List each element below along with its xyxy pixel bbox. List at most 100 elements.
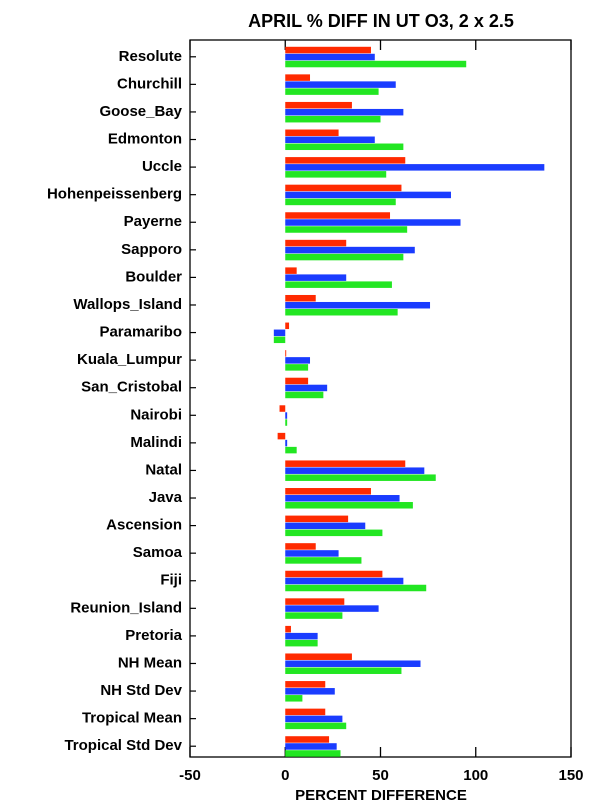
bar bbox=[273, 329, 286, 337]
bar bbox=[285, 164, 545, 171]
x-tick-label: 100 bbox=[463, 767, 488, 784]
bar bbox=[285, 419, 288, 426]
bar bbox=[285, 467, 425, 474]
bar bbox=[285, 708, 326, 716]
bar bbox=[285, 364, 309, 371]
bar bbox=[285, 625, 291, 633]
x-tick-label: 0 bbox=[281, 767, 289, 784]
y-tick-label: Java bbox=[149, 489, 183, 506]
y-tick-label: Hohenpeissenberg bbox=[47, 186, 182, 203]
bar bbox=[285, 143, 404, 151]
bar bbox=[285, 750, 341, 757]
bar bbox=[285, 74, 311, 81]
y-tick-label: San_Cristobal bbox=[81, 379, 182, 396]
bar bbox=[285, 474, 436, 481]
bar bbox=[279, 405, 286, 412]
bar bbox=[285, 557, 362, 564]
y-tick-label: Fiji bbox=[160, 572, 182, 589]
bar bbox=[285, 653, 352, 660]
bar bbox=[285, 198, 396, 206]
bar bbox=[285, 570, 383, 578]
bar bbox=[277, 432, 286, 440]
bar bbox=[285, 53, 375, 61]
bar bbox=[285, 322, 290, 330]
bar bbox=[273, 336, 286, 344]
bar bbox=[285, 88, 379, 95]
y-tick-label: Paramaribo bbox=[99, 324, 182, 341]
x-tick-label: 150 bbox=[558, 767, 583, 784]
y-tick-label: Malindi bbox=[130, 434, 182, 451]
y-tick-label: NH Std Dev bbox=[100, 682, 182, 699]
y-tick-label: Wallops_Island bbox=[73, 296, 182, 313]
chart-title: APRIL % DIFF IN UT O3, 2 x 2.5 bbox=[248, 11, 514, 31]
bar bbox=[285, 184, 402, 192]
y-tick-label: Churchill bbox=[117, 75, 182, 92]
y-tick-label: Samoa bbox=[133, 544, 183, 561]
y-tick-label: Tropical Mean bbox=[82, 710, 182, 727]
bar bbox=[285, 281, 392, 288]
y-tick-label: Edmonton bbox=[108, 130, 182, 147]
bar bbox=[285, 543, 316, 550]
y-tick-label: Reunion_Island bbox=[70, 599, 182, 616]
bar bbox=[285, 357, 311, 364]
bar bbox=[285, 239, 347, 247]
bar bbox=[285, 577, 404, 585]
bar bbox=[285, 212, 391, 219]
bar bbox=[285, 695, 303, 702]
y-tick-label: Sapporo bbox=[121, 241, 182, 258]
bar bbox=[285, 157, 406, 164]
bar bbox=[285, 502, 413, 509]
bar bbox=[285, 219, 461, 226]
bar bbox=[285, 743, 337, 750]
bar bbox=[285, 60, 467, 68]
bar bbox=[285, 46, 371, 54]
bar bbox=[285, 681, 326, 688]
bar bbox=[285, 488, 371, 495]
y-tick-label: Ascension bbox=[106, 517, 182, 534]
y-tick-label: NH Mean bbox=[118, 654, 182, 671]
bar bbox=[285, 101, 352, 109]
bar bbox=[285, 439, 288, 447]
bar bbox=[285, 639, 318, 647]
bar bbox=[285, 294, 316, 302]
bar bbox=[285, 384, 328, 392]
bar bbox=[285, 529, 383, 537]
bar bbox=[285, 605, 379, 612]
bar bbox=[285, 715, 343, 723]
bar bbox=[285, 246, 415, 254]
y-tick-label: Kuala_Lumpur bbox=[77, 351, 182, 368]
y-tick-label: Boulder bbox=[125, 268, 182, 285]
x-axis-label: PERCENT DIFFERENCE bbox=[295, 787, 467, 804]
y-tick-label: Uccle bbox=[142, 158, 182, 175]
bar bbox=[285, 598, 345, 605]
x-tick-label: 50 bbox=[372, 767, 389, 784]
bar bbox=[285, 191, 451, 199]
y-tick-label: Pretoria bbox=[125, 627, 182, 644]
bar bbox=[285, 171, 387, 178]
bar bbox=[285, 584, 427, 592]
bar bbox=[285, 301, 431, 309]
bar bbox=[285, 129, 339, 137]
y-tick-label: Payerne bbox=[124, 213, 182, 230]
bar bbox=[285, 136, 375, 144]
bar bbox=[285, 667, 402, 674]
bar bbox=[285, 660, 421, 667]
bar bbox=[285, 632, 318, 640]
bar bbox=[285, 515, 349, 523]
bar bbox=[285, 350, 287, 357]
bar bbox=[285, 81, 396, 88]
bar bbox=[285, 550, 339, 557]
bar bbox=[285, 495, 400, 502]
x-tick-label: -50 bbox=[179, 767, 201, 784]
bar bbox=[285, 274, 347, 281]
bar bbox=[285, 108, 404, 116]
bar bbox=[285, 267, 297, 274]
bar bbox=[285, 391, 324, 399]
y-tick-label: Nairobi bbox=[130, 406, 182, 423]
bar bbox=[285, 226, 408, 233]
bar bbox=[285, 308, 398, 316]
bar bbox=[285, 412, 288, 419]
bar bbox=[285, 446, 297, 454]
